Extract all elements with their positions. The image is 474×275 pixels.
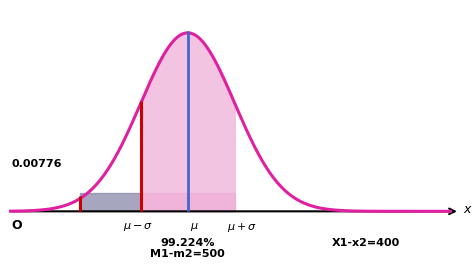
Text: $\mu$: $\mu$: [191, 221, 199, 233]
Bar: [141, 193, 235, 211]
Bar: [80, 193, 141, 211]
Text: x: x: [464, 203, 471, 216]
Text: $\mu - \sigma$: $\mu - \sigma$: [123, 221, 154, 233]
Text: 0.00776: 0.00776: [12, 159, 62, 169]
Text: 99.224%: 99.224%: [161, 238, 215, 248]
Text: X1-x2=400: X1-x2=400: [332, 238, 400, 248]
Text: $\mu + \sigma$: $\mu + \sigma$: [227, 221, 257, 234]
Text: M1-m2=500: M1-m2=500: [150, 249, 225, 259]
Text: O: O: [12, 219, 22, 232]
